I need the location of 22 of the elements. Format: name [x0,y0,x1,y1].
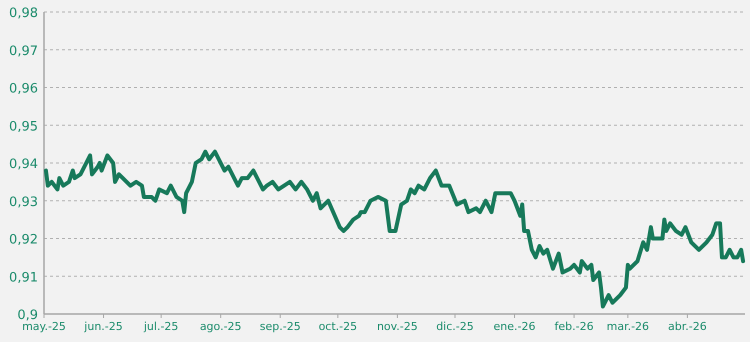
x-tick-label: ene.-26 [494,320,536,333]
x-tick-label: jul.-25 [142,320,178,333]
y-tick-label: 0,95 [9,119,38,134]
x-tick-label: ago.-25 [200,320,242,333]
y-tick-label: 0,98 [9,6,38,21]
y-tick-label: 0,9 [17,308,38,323]
x-tick-label: dic.-25 [436,320,474,333]
y-tick-label: 0,91 [9,270,38,286]
x-tick-label: feb.-26 [554,320,594,333]
y-tick-label: 0,93 [9,194,38,210]
x-tick-label: nov.-25 [376,320,418,333]
line-series [44,150,746,308]
y-tick-label: 0,96 [9,82,38,96]
y-tick-label: 0,92 [9,232,38,248]
x-tick-label: may.-25 [22,320,66,333]
x-tick-label: jun.-25 [83,320,123,333]
x-tick-label: oct.-25 [318,320,358,333]
y-tick-label: 0,97 [9,44,38,59]
x-tick-label: abr.-26 [668,320,707,333]
x-tick-label: sep.-25 [260,320,301,333]
x-tick-label: mar.-26 [606,320,650,333]
y-tick-label: 0,94 [9,157,38,172]
